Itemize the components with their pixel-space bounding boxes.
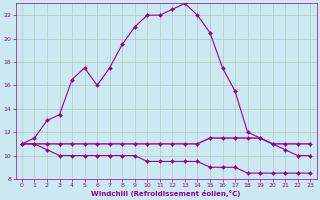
X-axis label: Windchill (Refroidissement éolien,°C): Windchill (Refroidissement éolien,°C)	[92, 190, 241, 197]
